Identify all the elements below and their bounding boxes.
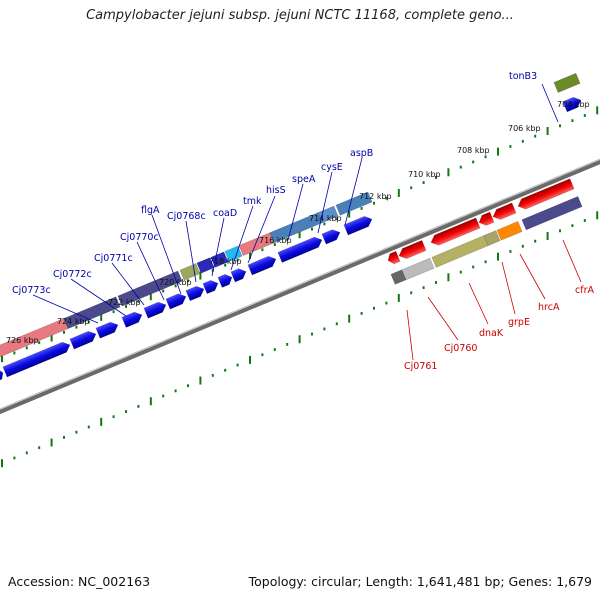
reverse-feature-segment[interactable] bbox=[483, 230, 501, 247]
reverse-gene-label-text: cfrA hrcA grpE dnaK Cj0760 Cj0761 bbox=[404, 285, 594, 372]
reverse-feature-segment[interactable] bbox=[521, 196, 583, 231]
gene-label-speA[interactable]: speA bbox=[292, 174, 316, 185]
forward-gene-labels bbox=[32, 83, 559, 324]
feature-segment[interactable] bbox=[137, 278, 163, 299]
gene-forward[interactable] bbox=[185, 284, 206, 302]
gene-forward[interactable] bbox=[69, 329, 98, 350]
tick-label: 716 kbp bbox=[259, 236, 292, 245]
gene-label-Cj0771c[interactable]: Cj0771c bbox=[94, 253, 133, 264]
gene-forward[interactable] bbox=[321, 227, 342, 245]
feature-segment[interactable] bbox=[63, 296, 121, 329]
gene-label-tmk[interactable]: tmk bbox=[243, 196, 262, 207]
feature-track-genes bbox=[0, 72, 581, 359]
gene-reverse[interactable] bbox=[397, 240, 427, 261]
gene-forward[interactable] bbox=[95, 320, 120, 339]
tick-label: 720 kbp bbox=[159, 278, 192, 287]
gene-label-grpE[interactable]: grpE bbox=[508, 317, 530, 328]
gene-reverse[interactable] bbox=[429, 217, 481, 248]
gene-label-coaD[interactable]: coaD bbox=[213, 208, 237, 219]
gene-forward[interactable] bbox=[343, 214, 374, 236]
map-title: Campylobacter jejuni subsp. jejuni NCTC … bbox=[86, 8, 514, 23]
accession-text: Accession: NC_002163 bbox=[8, 574, 151, 589]
gene-forward[interactable] bbox=[277, 235, 324, 263]
gene-forward[interactable] bbox=[562, 95, 583, 113]
reverse-feature-segment[interactable] bbox=[390, 269, 407, 285]
tick-label: 706 kbp bbox=[508, 124, 541, 133]
gene-label-hrcA[interactable]: hrcA bbox=[538, 302, 560, 313]
gene-label-Cj0770c[interactable]: Cj0770c bbox=[120, 232, 159, 243]
tick-label: 724 kbp bbox=[57, 317, 90, 326]
tick-label: 710 kbp bbox=[408, 170, 441, 179]
gene-label-tonB3[interactable]: tonB3 bbox=[509, 71, 537, 82]
gene-forward[interactable] bbox=[217, 272, 234, 288]
gene-forward[interactable] bbox=[2, 340, 72, 378]
tick-label: 712 kbp bbox=[359, 192, 392, 201]
tick-label: 722 kbp bbox=[108, 298, 141, 307]
tick-label: 708 kbp bbox=[457, 146, 490, 155]
gene-reverse[interactable] bbox=[386, 250, 401, 265]
topology-text: Topology: circular; Length: 1,641,481 bp… bbox=[248, 574, 592, 589]
tick-label: 726 kbp bbox=[6, 336, 39, 345]
gene-reverse[interactable] bbox=[516, 178, 575, 212]
gene-reverse[interactable] bbox=[477, 211, 495, 228]
feature-segment[interactable] bbox=[317, 205, 339, 224]
gene-label-Cj0772c[interactable]: Cj0772c bbox=[53, 269, 92, 280]
tick-label: 718 kbp bbox=[209, 257, 242, 266]
gene-label-hisS[interactable]: hisS bbox=[266, 185, 286, 196]
gene-label-flgA[interactable]: flgA bbox=[141, 205, 160, 216]
gene-label-cysE[interactable]: cysE bbox=[321, 162, 343, 173]
forward-gene-label-text: tonB3 aspB cysE speA hisS tmk coaD Cj076… bbox=[12, 71, 537, 296]
reverse-feature-segment[interactable] bbox=[431, 235, 489, 268]
feature-segment[interactable] bbox=[238, 232, 275, 257]
scale-line-lower bbox=[1, 211, 599, 468]
feature-segment[interactable] bbox=[157, 270, 183, 290]
feature-segment[interactable] bbox=[553, 72, 581, 93]
reverse-gene-labels bbox=[406, 239, 582, 361]
gene-forward[interactable] bbox=[143, 300, 168, 319]
feature-segment[interactable] bbox=[210, 251, 229, 268]
tick-label: 714 kbp bbox=[309, 214, 342, 223]
gene-forward[interactable] bbox=[165, 291, 188, 310]
gene-label-Cj0761[interactable]: Cj0761 bbox=[404, 361, 437, 372]
gene-label-Cj0760[interactable]: Cj0760 bbox=[444, 343, 477, 354]
gene-label-Cj0773c[interactable]: Cj0773c bbox=[12, 285, 51, 296]
tick-labels: 704 kbp 706 kbp 708 kbp 710 kbp 712 kbp … bbox=[6, 100, 590, 345]
gene-track bbox=[0, 95, 583, 382]
gene-reverse[interactable] bbox=[491, 202, 517, 222]
gene-forward[interactable] bbox=[202, 278, 220, 295]
reverse-feature-segment[interactable] bbox=[496, 221, 523, 241]
gene-forward[interactable] bbox=[247, 254, 278, 276]
gene-forward[interactable] bbox=[230, 266, 248, 283]
gene-label-dnaK[interactable]: dnaK bbox=[479, 328, 504, 339]
feature-segment[interactable] bbox=[196, 257, 215, 274]
reverse-gene-track bbox=[386, 178, 583, 285]
tick-label: 704 kbp bbox=[557, 100, 590, 109]
gene-label-cfrA[interactable]: cfrA bbox=[575, 285, 594, 296]
chromosome-backbone bbox=[0, 158, 600, 415]
gene-label-aspB[interactable]: aspB bbox=[350, 148, 373, 159]
gene-forward[interactable] bbox=[121, 310, 144, 328]
gene-label-Cj0768c[interactable]: Cj0768c bbox=[167, 211, 206, 222]
feature-segment[interactable] bbox=[179, 263, 201, 281]
reverse-feature-segment[interactable] bbox=[401, 257, 435, 281]
gene-forward[interactable] bbox=[0, 368, 5, 382]
